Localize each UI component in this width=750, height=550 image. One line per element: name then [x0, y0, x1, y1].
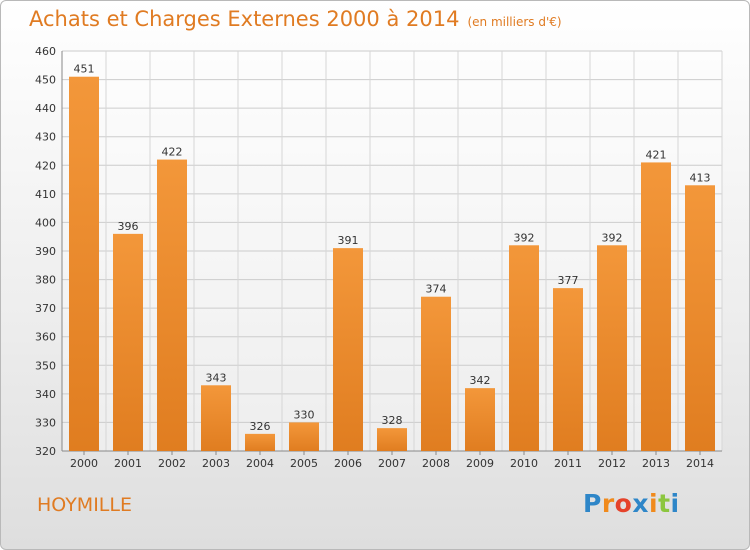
- bar-value-label: 330: [294, 408, 315, 421]
- x-tick-label: 2000: [70, 457, 98, 470]
- y-tick-label: 420: [35, 159, 56, 172]
- chart-title-block: Achats et Charges Externes 2000 à 2014 (e…: [29, 7, 562, 31]
- bar: [377, 428, 407, 451]
- y-tick-label: 380: [35, 274, 56, 287]
- bar-value-label: 342: [470, 374, 491, 387]
- y-tick-label: 450: [35, 74, 56, 87]
- x-tick-label: 2002: [158, 457, 186, 470]
- bar: [597, 245, 627, 451]
- y-tick-label: 330: [35, 416, 56, 429]
- bar-value-label: 326: [250, 420, 271, 433]
- y-tick-label: 440: [35, 102, 56, 115]
- bar-value-label: 391: [338, 234, 359, 247]
- bar-value-label: 328: [382, 414, 403, 427]
- bar: [69, 76, 99, 451]
- bar: [685, 185, 715, 452]
- x-tick-label: 2011: [554, 457, 582, 470]
- bar-value-label: 377: [558, 274, 579, 287]
- logo-letter: P: [583, 489, 602, 518]
- bar-value-label: 392: [514, 231, 535, 244]
- logo-letter: t: [658, 489, 671, 518]
- bar-value-label: 422: [162, 146, 183, 159]
- logo-letter: i: [649, 489, 659, 518]
- logo-letter: i: [670, 489, 680, 518]
- x-tick-label: 2003: [202, 457, 230, 470]
- x-tick-label: 2001: [114, 457, 142, 470]
- bar-value-label: 374: [426, 283, 447, 296]
- chart-subtitle: (en milliers d'€): [467, 15, 562, 29]
- x-tick-label: 2008: [422, 457, 450, 470]
- bar: [421, 296, 451, 451]
- bar-value-label: 413: [690, 171, 711, 184]
- place-name: HOYMILLE: [37, 494, 132, 516]
- proxiti-logo: Proxiti: [583, 489, 680, 518]
- bar: [157, 159, 187, 452]
- bar: [113, 233, 143, 451]
- bar: [465, 388, 495, 451]
- bar: [333, 248, 363, 451]
- bar: [553, 288, 583, 451]
- y-tick-label: 340: [35, 388, 56, 401]
- bar-value-label: 451: [74, 63, 95, 76]
- y-tick-label: 430: [35, 131, 56, 144]
- x-tick-label: 2009: [466, 457, 494, 470]
- bar-value-label: 396: [118, 220, 139, 233]
- x-tick-label: 2005: [290, 457, 318, 470]
- bar-value-label: 343: [206, 371, 227, 384]
- y-tick-label: 350: [35, 359, 56, 372]
- y-tick-label: 360: [35, 331, 56, 344]
- x-tick-label: 2013: [642, 457, 670, 470]
- x-tick-label: 2012: [598, 457, 626, 470]
- bar: [245, 433, 275, 451]
- logo-letter: x: [632, 489, 649, 518]
- bar: [289, 422, 319, 451]
- logo-letter: r: [601, 489, 615, 518]
- bar: [641, 162, 671, 451]
- x-tick-label: 2014: [686, 457, 714, 470]
- bar-value-label: 421: [646, 148, 667, 161]
- x-tick-label: 2010: [510, 457, 538, 470]
- y-tick-label: 400: [35, 216, 56, 229]
- bar: [201, 385, 231, 451]
- chart-title: Achats et Charges Externes 2000 à 2014: [29, 7, 460, 31]
- y-tick-label: 390: [35, 245, 56, 258]
- y-tick-label: 460: [35, 45, 56, 58]
- y-tick-label: 370: [35, 302, 56, 315]
- bar-value-label: 392: [602, 231, 623, 244]
- x-tick-label: 2007: [378, 457, 406, 470]
- x-tick-label: 2006: [334, 457, 362, 470]
- logo-letter: o: [614, 489, 633, 518]
- bar: [509, 245, 539, 451]
- x-tick-label: 2004: [246, 457, 274, 470]
- y-tick-label: 320: [35, 445, 56, 458]
- y-tick-label: 410: [35, 188, 56, 201]
